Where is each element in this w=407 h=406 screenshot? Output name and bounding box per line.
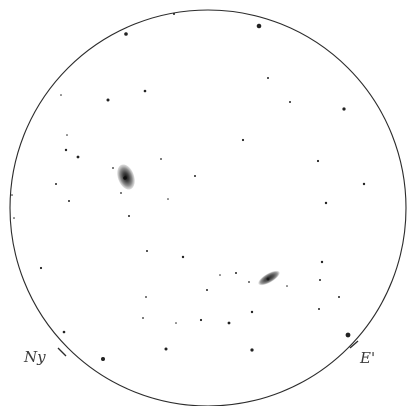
star — [289, 101, 291, 103]
star — [286, 285, 288, 287]
star — [219, 274, 221, 276]
star — [241, 138, 245, 142]
star — [227, 321, 231, 325]
star — [64, 148, 68, 152]
star-field — [11, 13, 366, 361]
north-label: Ny — [23, 348, 46, 366]
star — [11, 194, 13, 196]
east-tick — [349, 340, 359, 349]
star — [145, 296, 147, 298]
star — [206, 289, 208, 291]
star — [194, 175, 196, 177]
star — [250, 310, 254, 314]
star — [175, 322, 177, 324]
star — [55, 183, 57, 185]
star — [324, 201, 328, 205]
star — [146, 250, 148, 252]
star — [248, 281, 250, 283]
star — [338, 296, 340, 298]
star — [181, 255, 185, 259]
star — [13, 217, 15, 219]
star — [173, 13, 175, 15]
star — [120, 192, 122, 194]
north-tick — [57, 347, 67, 357]
star — [267, 77, 269, 79]
star — [66, 134, 68, 136]
star — [316, 159, 320, 163]
star — [160, 158, 162, 160]
field-of-view-circle — [9, 9, 407, 406]
star — [76, 155, 80, 159]
star — [320, 260, 324, 264]
star — [250, 348, 254, 352]
star — [60, 94, 62, 96]
star — [106, 98, 110, 102]
star — [62, 330, 66, 334]
east-label: E' — [359, 349, 375, 367]
star — [142, 317, 144, 319]
star — [256, 23, 262, 29]
star — [124, 32, 128, 36]
star — [167, 198, 169, 200]
star — [128, 215, 130, 217]
star — [112, 167, 114, 169]
star — [164, 347, 168, 351]
galaxy-lower-right — [258, 270, 280, 286]
star — [362, 182, 366, 186]
galaxy-upper-left — [117, 164, 135, 190]
star — [319, 279, 321, 281]
star — [318, 308, 320, 310]
star — [143, 89, 147, 93]
star — [39, 266, 43, 270]
star — [199, 318, 203, 322]
star — [235, 272, 237, 274]
star — [68, 200, 70, 202]
star — [342, 107, 346, 111]
star — [345, 332, 351, 338]
star — [101, 357, 105, 361]
